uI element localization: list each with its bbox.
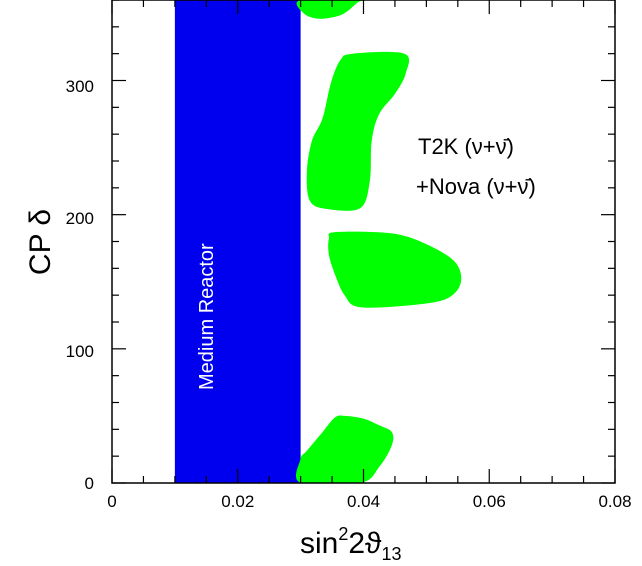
region-middle <box>328 231 462 308</box>
y-tick-label-1: 100 <box>66 342 94 361</box>
annotation-line-2: +Nova (ν+ν̄) <box>416 174 536 199</box>
x-axis-label-base: sin <box>300 527 338 560</box>
x-tick-label-0: 0 <box>107 492 116 511</box>
y-axis-label: CP δ <box>24 209 57 275</box>
x-tick-label-3: 0.06 <box>473 492 506 511</box>
x-tick-label-1: 0.02 <box>221 492 254 511</box>
x-axis-label-rest: 2ϑ <box>348 527 382 560</box>
medium-reactor-band <box>174 0 301 483</box>
y-tick-label-2: 200 <box>66 209 94 228</box>
y-tick-label-0: 0 <box>85 474 94 493</box>
x-tick-label-2: 0.04 <box>347 492 380 511</box>
band-label: Medium Reactor <box>196 243 218 390</box>
x-tick-label-4: 0.08 <box>598 492 631 511</box>
x-axis-label-sup: 2 <box>338 524 348 544</box>
x-axis-label: sin22ϑ13 <box>300 524 402 564</box>
x-axis-label-sub: 13 <box>381 544 401 564</box>
region-upper <box>306 51 410 211</box>
y-tick-label-3: 300 <box>66 77 94 96</box>
annotation-line-1: T2K (ν+ν̄) <box>418 134 514 159</box>
region-lower <box>295 415 394 483</box>
plot-frame <box>111 0 616 484</box>
region-top <box>296 0 365 19</box>
